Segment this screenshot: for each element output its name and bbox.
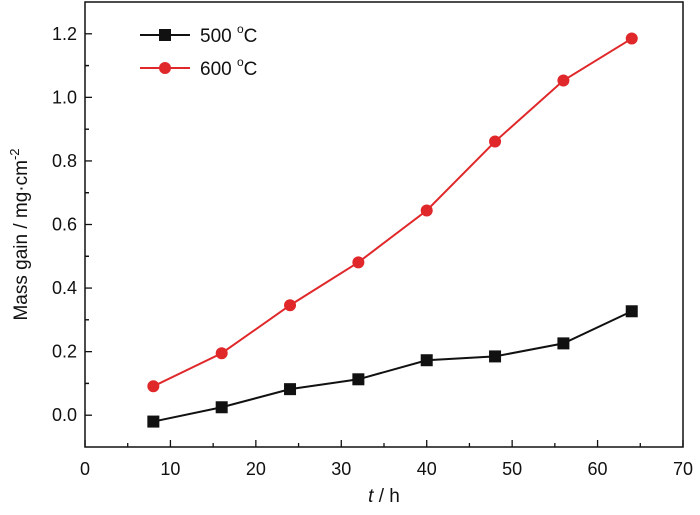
x-tick-label: 20 xyxy=(246,459,266,479)
data-point xyxy=(147,380,160,393)
series-0: 500 oC xyxy=(140,22,638,428)
data-point xyxy=(352,373,365,386)
y-axis-label-main: Mass gain / mg·cm xyxy=(11,160,32,320)
data-point xyxy=(215,401,228,414)
y-axis-label-sup: -2 xyxy=(7,148,22,160)
legend-marker xyxy=(159,29,171,41)
data-point xyxy=(284,383,297,396)
data-point xyxy=(215,347,228,360)
data-point xyxy=(557,74,570,87)
x-axis-label-rest: / h xyxy=(373,486,399,507)
series-1: 600 oC xyxy=(140,32,638,393)
data-point xyxy=(625,305,638,318)
y-tick-label: 1.0 xyxy=(52,87,77,107)
legend-label: 600 oC xyxy=(200,55,257,80)
legend-label-degree: o xyxy=(237,22,244,36)
x-tick-label: 0 xyxy=(80,459,90,479)
data-point xyxy=(147,415,160,428)
y-tick-label: 0.2 xyxy=(52,342,77,362)
data-point xyxy=(557,337,570,350)
legend-label: 500 oC xyxy=(200,22,257,47)
data-point xyxy=(284,299,297,312)
x-tick-label: 50 xyxy=(502,459,522,479)
legend-marker xyxy=(159,62,171,74)
data-point xyxy=(625,32,638,45)
data-point xyxy=(352,256,365,269)
x-tick-label: 10 xyxy=(160,459,180,479)
series-line xyxy=(152,37,633,388)
legend-label-value: 600 xyxy=(200,59,237,80)
legend-label-degree: o xyxy=(237,55,244,69)
data-point xyxy=(489,135,502,148)
y-tick-label: 1.2 xyxy=(52,24,77,44)
data-point xyxy=(420,354,433,367)
x-tick-label: 40 xyxy=(417,459,437,479)
legend-label-unit: C xyxy=(244,59,258,80)
data-point xyxy=(489,350,502,363)
x-tick-label: 70 xyxy=(673,459,693,479)
y-axis-label: Mass gain / mg·cm-2 xyxy=(7,148,32,320)
data-point xyxy=(420,204,433,217)
x-tick-label: 30 xyxy=(331,459,351,479)
x-axis-label: t / h xyxy=(368,486,400,507)
y-tick-label: 0.8 xyxy=(52,151,77,171)
y-tick-label: 0.0 xyxy=(52,405,77,425)
series-line xyxy=(153,310,633,423)
x-axis-label-italic: t xyxy=(368,486,374,507)
legend-label-value: 500 xyxy=(200,26,237,47)
y-tick-label: 0.6 xyxy=(52,215,77,235)
y-tick-label: 0.4 xyxy=(52,278,77,298)
x-tick-label: 60 xyxy=(588,459,608,479)
legend-label-unit: C xyxy=(244,26,258,47)
